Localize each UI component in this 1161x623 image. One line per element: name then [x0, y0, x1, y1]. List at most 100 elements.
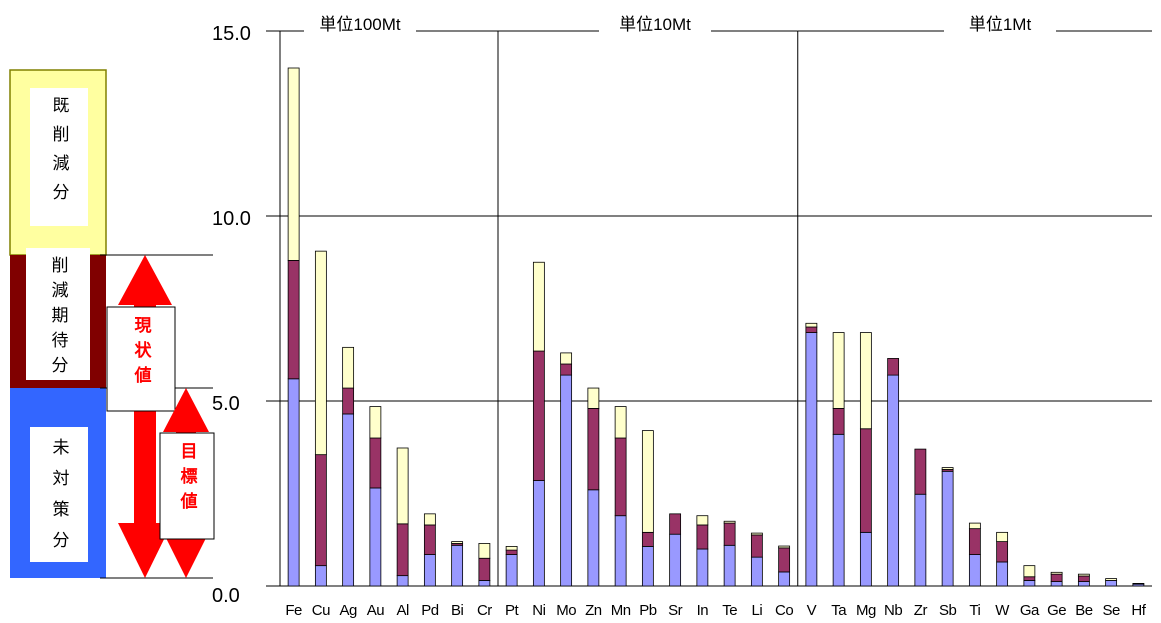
bar-Ge-expected	[1050, 573, 1063, 582]
x-tick-label: Ga	[1020, 602, 1040, 619]
bar-Ga-unaddressed	[1023, 580, 1036, 587]
bar-Sb-unaddressed	[941, 470, 954, 587]
bar-Ta-unaddressed	[832, 433, 845, 587]
bar-Fe-already	[287, 67, 300, 261]
x-tick-label: Sr	[668, 602, 683, 619]
bar-Mg-unaddressed	[859, 531, 872, 587]
x-tick-label: Zn	[585, 602, 602, 619]
bar-Pt-already	[505, 546, 518, 551]
bar-Co-expected	[778, 547, 791, 573]
bar-Pt-unaddressed	[505, 554, 518, 587]
bar-Co-unaddressed	[778, 571, 791, 587]
bar-Co-already	[778, 545, 791, 549]
y-tick-label: 5.0	[212, 393, 240, 415]
x-tick-label: V	[807, 602, 817, 619]
bar-Se-unaddressed	[1105, 580, 1118, 587]
bar-Sr-expected	[669, 513, 682, 535]
plot-area: 15.0 10.0 5.0 0.0 Fe Cu Ag Au Al Pd Bi Cr Pt Ni Mo Zn Mn…	[212, 15, 1152, 619]
x-tick-label: Ge	[1047, 602, 1066, 619]
legend-schematic: 既削減分 削減期待分 未対策分 現状値 目標値	[9, 69, 215, 579]
bar-Mn-unaddressed	[614, 515, 627, 587]
x-tick-label: Zr	[914, 602, 928, 619]
bar-Te-expected	[723, 522, 736, 546]
legend-current-label: 現状値	[132, 316, 153, 391]
x-tick-label: Au	[367, 602, 385, 619]
bar-Al-unaddressed	[396, 575, 409, 587]
bar-Bi-already	[451, 541, 464, 544]
bar-Ti-expected	[968, 528, 981, 555]
bar-W-already	[996, 531, 1009, 542]
x-tick-label: W	[995, 602, 1010, 619]
bar-Ag-expected	[342, 387, 355, 415]
legend-expected-label: 削減期待分	[49, 256, 69, 381]
bar-Li-unaddressed	[750, 556, 763, 587]
panel-label-1: 単位100Mt	[319, 15, 401, 34]
bar-Pb-already	[641, 430, 654, 533]
bar-Mo-unaddressed	[560, 374, 573, 587]
bar-Mo-already	[560, 352, 573, 365]
x-tick-label: Cu	[312, 602, 330, 619]
bar-Cr-already	[478, 543, 491, 559]
x-tick-label: Mn	[611, 602, 631, 619]
bar-Cu-unaddressed	[314, 565, 327, 587]
bar-Zr-expected	[914, 448, 927, 495]
x-tick-label: Hf	[1131, 602, 1146, 619]
bar-Cu-expected	[314, 454, 327, 567]
y-tick-label: 0.0	[212, 585, 240, 607]
x-tick-label: Sb	[939, 602, 957, 619]
bar-Pd-expected	[423, 524, 436, 555]
bar-Ag-already	[342, 346, 355, 389]
x-tick-label: Bi	[451, 602, 464, 619]
bar-Pb-unaddressed	[641, 546, 654, 587]
bar-In-unaddressed	[696, 548, 709, 587]
bar-W-expected	[996, 541, 1009, 563]
bar-In-expected	[696, 524, 709, 550]
bar-Ga-already	[1023, 565, 1036, 578]
bar-Te-unaddressed	[723, 544, 736, 587]
bar-Sr-unaddressed	[669, 533, 682, 587]
bar-Zn-already	[587, 387, 600, 409]
bar-Te-already	[723, 520, 736, 524]
bar-Cr-expected	[478, 557, 491, 581]
bar-Ni-already	[532, 261, 545, 352]
bar-Cu-already	[314, 250, 327, 456]
x-tick-label: Ag	[339, 602, 357, 619]
bar-Nb-expected	[887, 358, 900, 376]
bar-Zr-unaddressed	[914, 493, 927, 587]
bar-Ge-already	[1050, 571, 1063, 575]
bar-Li-expected	[750, 534, 763, 558]
bar-Ti-already	[968, 522, 981, 530]
x-tick-label: Pb	[639, 602, 657, 619]
bar-Mg-already	[859, 332, 872, 430]
bar-Cr-unaddressed	[478, 580, 491, 587]
bar-Se-already	[1105, 578, 1118, 581]
bar-Ni-unaddressed	[532, 480, 545, 587]
bar-Ni-expected	[532, 350, 545, 481]
bar-Al-already	[396, 447, 409, 525]
panel-label-2: 単位10Mt	[619, 15, 691, 34]
legend-target-label: 目標値	[178, 442, 199, 517]
x-tick-label: Se	[1102, 602, 1120, 619]
y-tick-label: 10.0	[212, 208, 251, 230]
bar-Bi-unaddressed	[451, 544, 464, 587]
x-tick-label: Fe	[285, 602, 302, 619]
bar-Sb-already	[941, 467, 954, 470]
y-tick-label: 15.0	[212, 23, 251, 45]
x-tick-label: Cr	[477, 602, 492, 619]
bar-W-unaddressed	[996, 561, 1009, 587]
bar-Zn-expected	[587, 407, 600, 491]
bar-Be-unaddressed	[1077, 581, 1090, 587]
bar-Au-expected	[369, 437, 382, 489]
bar-Au-unaddressed	[369, 487, 382, 587]
bar-Li-already	[750, 532, 763, 536]
x-tick-label: Ti	[969, 602, 980, 619]
bar-Pd-already	[423, 513, 436, 526]
bar-Mo-expected	[560, 363, 573, 376]
bar-Pt-expected	[505, 549, 518, 555]
bar-Be-expected	[1077, 575, 1090, 582]
bar-Pd-unaddressed	[423, 554, 436, 587]
bar-Ge-unaddressed	[1050, 581, 1063, 587]
bar-Zn-unaddressed	[587, 489, 600, 587]
bar-Ag-unaddressed	[342, 413, 355, 587]
x-tick-label: Ni	[532, 602, 545, 619]
